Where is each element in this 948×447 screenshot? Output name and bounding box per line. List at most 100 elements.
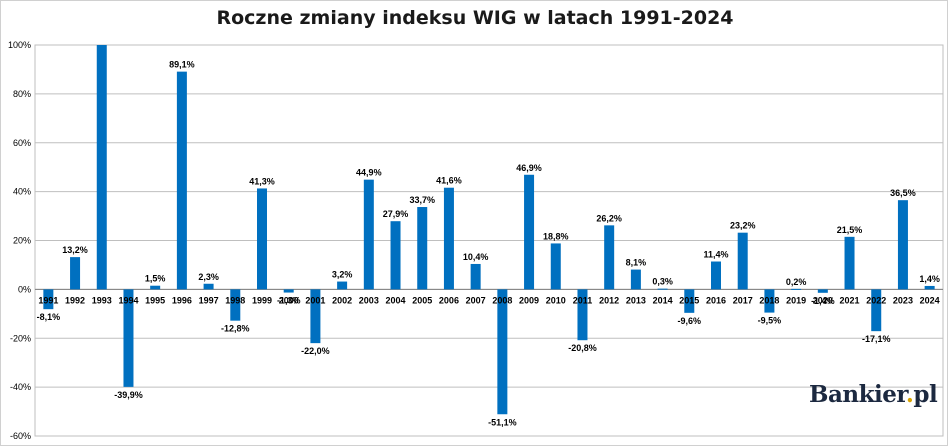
x-tick-label: 2000 [279, 295, 299, 305]
data-label: 89,1% [169, 60, 195, 70]
y-tick-label: 40% [13, 187, 31, 197]
x-tick-label: 2016 [706, 295, 726, 305]
data-label: -22,0% [301, 346, 330, 356]
data-label: 2,3% [198, 272, 219, 282]
data-label: -1,3% [277, 296, 301, 306]
y-tick-label: -20% [10, 333, 31, 343]
x-tick-label: 2015 [679, 295, 699, 305]
data-label: 44,9% [356, 168, 382, 178]
bar [390, 221, 401, 290]
bar [123, 289, 134, 387]
x-tick-label: 1996 [172, 295, 192, 305]
y-tick-label: 60% [13, 138, 31, 148]
x-tick-label: 2013 [626, 295, 646, 305]
x-tick-label: 2001 [305, 295, 325, 305]
x-tick-label: 2005 [412, 295, 432, 305]
x-tick-label: 2018 [759, 295, 779, 305]
y-tick-label: -60% [10, 431, 31, 441]
x-tick-label: 1991 [38, 295, 58, 305]
data-label: 36,5% [890, 188, 916, 198]
bar [283, 289, 294, 293]
data-label: -1,4% [811, 296, 835, 306]
bar [310, 289, 321, 344]
bar [230, 289, 241, 321]
data-label: 0,2% [786, 277, 807, 287]
bar [417, 207, 428, 290]
data-label: -8,1% [37, 312, 61, 322]
x-tick-label: 2004 [386, 295, 406, 305]
data-label: 11,4% [703, 250, 728, 260]
y-tick-label: 100% [8, 40, 31, 50]
data-label: 41,6% [436, 176, 462, 186]
y-tick-label: -40% [10, 382, 31, 392]
bar [577, 289, 588, 341]
data-label: -9,5% [758, 316, 782, 326]
bar [737, 232, 748, 290]
data-label: 27,9% [383, 209, 409, 219]
x-tick-label: 2003 [359, 295, 379, 305]
data-label: 23,2% [730, 221, 756, 231]
chart-title: Roczne zmiany indeksu WIG w latach 1991-… [216, 7, 734, 29]
logo-tld: pl [913, 381, 938, 408]
data-label: 41,3% [249, 176, 275, 186]
x-tick-label: 2006 [439, 295, 459, 305]
bar [70, 257, 81, 290]
x-tick-label: 2008 [492, 295, 512, 305]
bar [176, 71, 187, 290]
x-tick-label: 2021 [840, 295, 860, 305]
x-tick-label: 2009 [519, 295, 539, 305]
data-label: -20,8% [568, 343, 597, 353]
logo-main: Bankier [809, 381, 906, 408]
x-tick-label: 1994 [118, 295, 138, 305]
bar [96, 45, 107, 290]
bar [684, 289, 695, 313]
x-tick-label: 2014 [653, 295, 673, 305]
x-tick-label: 2023 [893, 295, 913, 305]
x-tick-label: 1998 [225, 295, 245, 305]
data-label: 1,5% [145, 274, 166, 284]
bar [337, 281, 348, 290]
x-tick-label: 2002 [332, 295, 352, 305]
x-tick-label: 2012 [599, 295, 619, 305]
data-label: 3,2% [332, 270, 353, 280]
data-label: -17,1% [862, 334, 891, 344]
data-label: 26,2% [596, 213, 622, 223]
data-label: -9,6% [678, 316, 702, 326]
bar [550, 243, 561, 290]
x-tick-label: 1999 [252, 295, 272, 305]
bar [764, 289, 775, 313]
data-label: 13,2% [62, 245, 88, 255]
bar [150, 285, 161, 290]
x-tick-label: 2024 [920, 295, 940, 305]
x-tick-label: 1995 [145, 295, 165, 305]
bar [924, 285, 935, 290]
x-tick-label: 2019 [786, 295, 806, 305]
bar [711, 261, 721, 290]
bankier-logo: Bankier.pl [809, 381, 938, 408]
x-tick-label: 2020 [813, 295, 833, 305]
data-label: -51,1% [488, 417, 517, 427]
bar [657, 288, 668, 290]
bar [871, 289, 882, 332]
bar [363, 179, 374, 290]
data-label: 0,3% [652, 277, 673, 287]
bar [470, 263, 481, 290]
bar [604, 225, 615, 290]
data-label: 46,9% [516, 163, 542, 173]
bar [791, 288, 802, 290]
logo-dot: . [905, 381, 914, 408]
x-tick-label: 2011 [573, 295, 593, 305]
bar [844, 236, 855, 290]
data-label: 1,4% [919, 274, 940, 284]
y-tick-label: 20% [13, 236, 31, 246]
y-tick-label: 80% [13, 89, 31, 99]
x-tick-label: 2022 [866, 295, 886, 305]
data-label: 21,5% [837, 225, 863, 235]
data-label: 18,8% [543, 231, 569, 241]
bar [524, 174, 535, 290]
bar [203, 283, 214, 290]
bar [257, 188, 267, 290]
x-tick-label: 1997 [199, 295, 219, 305]
